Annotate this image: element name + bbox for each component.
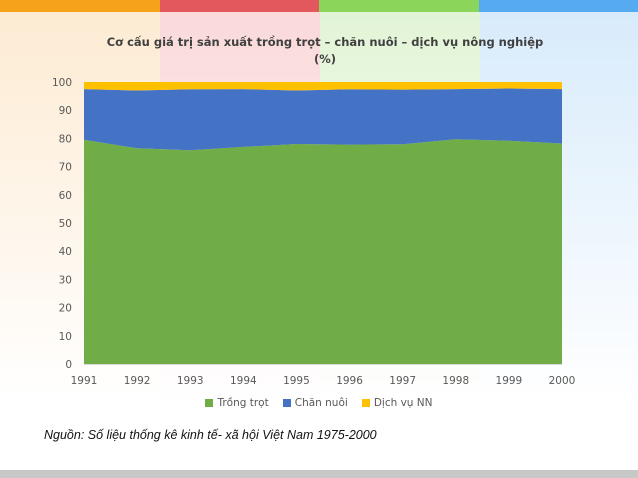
- legend-swatch-chan-nuoi: [282, 399, 291, 407]
- x-tick-label: 1993: [177, 375, 204, 387]
- area-trong-trot: [84, 139, 562, 364]
- x-tick-label: 2000: [549, 375, 576, 387]
- legend-swatch-trong-trot: [205, 399, 214, 407]
- legend-item-dich-vu: Dịch vụ NN: [361, 397, 433, 409]
- x-tick-label: 1992: [124, 375, 151, 387]
- top-bar-orange: [0, 0, 160, 12]
- y-tick-label: 50: [59, 218, 72, 230]
- top-bar-red: [159, 0, 319, 12]
- legend-label-chan-nuoi: Chăn nuôi: [294, 397, 348, 409]
- y-tick-label: 80: [59, 133, 72, 145]
- chart-legend: Trồng trọt Chăn nuôi Dịch vụ NN: [0, 397, 638, 409]
- y-tick-label: 70: [59, 162, 72, 174]
- y-tick-label: 10: [59, 331, 72, 343]
- y-tick-label: 20: [59, 303, 72, 315]
- x-tick-label: 1996: [336, 375, 363, 387]
- top-color-bar: [0, 0, 638, 12]
- y-tick-label: 0: [65, 359, 72, 371]
- x-tick-label: 1998: [442, 375, 469, 387]
- y-tick-label: 30: [59, 274, 72, 286]
- y-tick-label: 40: [59, 246, 72, 258]
- x-tick-label: 1994: [230, 375, 257, 387]
- y-tick-label: 90: [59, 105, 72, 117]
- area-dich-vu: [84, 82, 562, 91]
- chart-title: Cơ cấu giá trị sản xuất trồng trọt – chă…: [90, 34, 560, 68]
- legend-item-trong-trot: Trồng trọt: [205, 397, 269, 409]
- y-tick-label: 100: [52, 77, 72, 89]
- x-tick-label: 1997: [389, 375, 416, 387]
- x-tick-label: 1995: [283, 375, 310, 387]
- legend-label-dich-vu: Dịch vụ NN: [373, 397, 433, 409]
- legend-swatch-dich-vu: [361, 399, 370, 407]
- legend-label-trong-trot: Trồng trọt: [217, 397, 269, 409]
- area-chan-nuoi: [84, 88, 562, 151]
- legend-item-chan-nuoi: Chăn nuôi: [282, 397, 348, 409]
- source-note: Nguồn: Số liệu thống kê kinh tế- xã hội …: [44, 428, 377, 442]
- top-bar-blue: [478, 0, 638, 12]
- top-bar-green: [319, 0, 479, 12]
- y-tick-label: 60: [59, 190, 72, 202]
- x-tick-label: 1999: [496, 375, 523, 387]
- chart-title-line1: Cơ cấu giá trị sản xuất trồng trọt – chă…: [106, 35, 544, 49]
- bottom-bar: [0, 470, 638, 478]
- chart-title-line2: (%): [313, 52, 337, 66]
- x-tick-label: 1991: [71, 375, 98, 387]
